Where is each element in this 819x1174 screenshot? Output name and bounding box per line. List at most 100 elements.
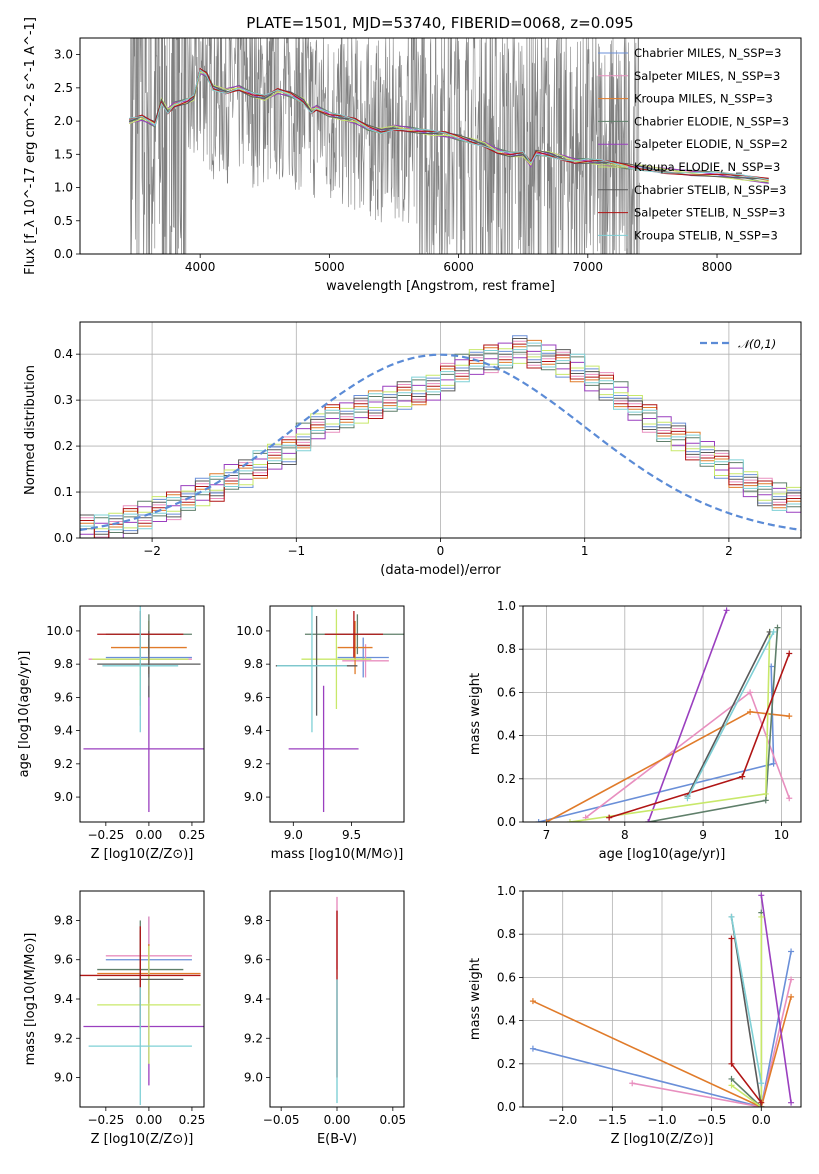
mass-weight-vs-metallicity-panel: −2.0 −1.5 −1.0 −0.5 0.0 0.0 0.2 0.4 0.6 0.8 1.0 Z [… bbox=[468, 884, 802, 1147]
y-tick-label: 9.8 bbox=[244, 657, 263, 671]
y-tick-label: 9.8 bbox=[54, 657, 73, 671]
x-tick-label: −2 bbox=[143, 544, 161, 558]
weight-marker bbox=[786, 795, 793, 802]
weight-marker bbox=[606, 814, 613, 821]
y-axis-label: age [log10(age/yr)] bbox=[17, 651, 32, 778]
y-tick-label: 1.0 bbox=[497, 884, 516, 898]
y-tick-label: 9.0 bbox=[244, 1071, 263, 1085]
y-tick-label: 0.3 bbox=[54, 393, 73, 407]
x-tick-label: 0.00 bbox=[136, 1113, 163, 1127]
y-tick-label: 2.0 bbox=[54, 114, 73, 128]
weight-line bbox=[686, 631, 775, 799]
x-tick-label: 5000 bbox=[314, 260, 345, 274]
weight-marker bbox=[774, 624, 781, 631]
y-tick-label: 1.0 bbox=[497, 599, 516, 613]
figure-title: PLATE=1501, MJD=53740, FIBERID=0068, z=0… bbox=[246, 14, 633, 32]
plot-frame bbox=[269, 890, 405, 1108]
observed-spectrum-line bbox=[130, 38, 640, 254]
y-tick-label: 0.6 bbox=[497, 685, 516, 699]
weight-marker bbox=[723, 607, 730, 614]
y-tick-label: 9.0 bbox=[54, 1071, 73, 1085]
residual-histogram-series bbox=[80, 342, 801, 531]
mass-weight-vs-age-panel: 7 8 9 10 0.0 0.2 0.4 0.6 0.8 1.0 age [log10(age/yr… bbox=[468, 599, 802, 862]
x-tick-label: −0.25 bbox=[87, 828, 124, 842]
y-axis-label: mass weight bbox=[468, 958, 483, 1040]
y-tick-label: 0.0 bbox=[54, 247, 73, 261]
y-tick-label: 9.4 bbox=[244, 992, 263, 1006]
legend-label: Chabrier ELODIE, N_SSP=3 bbox=[634, 114, 789, 128]
y-tick-label: 10.0 bbox=[236, 624, 263, 638]
y-tick-label: 0.2 bbox=[497, 1057, 516, 1071]
x-tick-label: 8 bbox=[621, 828, 629, 842]
x-tick-label: −1.5 bbox=[598, 1113, 627, 1127]
x-tick-label: 9.5 bbox=[342, 828, 361, 842]
plot-frame bbox=[269, 605, 405, 823]
legend-label: Chabrier STELIB, N_SSP=3 bbox=[634, 183, 786, 197]
y-axis-label: mass [log10(M/M⊙)] bbox=[23, 933, 38, 1066]
weight-line bbox=[731, 916, 763, 1107]
x-axis-label: wavelength [Angstrom, rest frame] bbox=[326, 279, 555, 294]
x-tick-label: 7000 bbox=[573, 260, 604, 274]
weight-line bbox=[632, 979, 792, 1107]
x-tick-label: 6000 bbox=[443, 260, 474, 274]
legend-label: Kroupa STELIB, N_SSP=3 bbox=[634, 228, 778, 242]
weight-marker bbox=[786, 713, 793, 720]
y-tick-label: 0.0 bbox=[497, 1100, 516, 1114]
weight-marker bbox=[728, 1075, 735, 1082]
errorbar-plot-area bbox=[275, 606, 404, 813]
histogram-plot-area bbox=[80, 335, 801, 538]
legend-label: Chabrier MILES, N_SSP=3 bbox=[634, 46, 781, 60]
y-axis-label: Flux [f_λ 10^-17 erg cm^-2 s^-1 A^-1] bbox=[23, 17, 38, 275]
y-tick-label: 1.0 bbox=[54, 181, 73, 195]
plot-frame bbox=[522, 605, 802, 823]
x-tick-label: 0.00 bbox=[324, 1113, 351, 1127]
x-axis-label: Z [log10(Z/Z⊙)] bbox=[611, 1132, 714, 1147]
plot-frame bbox=[522, 890, 802, 1108]
mass-vs-metallicity-panel: −0.25 0.00 0.25 9.0 9.2 9.4 9.6 9.8 Z [log10(Z/Z… bbox=[23, 890, 205, 1147]
weight-marker bbox=[788, 948, 795, 955]
x-tick-label: −0.5 bbox=[697, 1113, 726, 1127]
plot-frame bbox=[79, 321, 802, 539]
x-tick-label: 0.00 bbox=[136, 828, 163, 842]
weight-line bbox=[532, 951, 792, 1107]
residual-histogram-panel: −2 −1 0 1 2 0.0 0.1 0.2 0.3 0.4 (data-model)/error… bbox=[23, 321, 802, 578]
x-tick-label: −2.0 bbox=[548, 1113, 577, 1127]
y-tick-label: 9.6 bbox=[54, 953, 73, 967]
weight-marker bbox=[543, 819, 550, 822]
y-tick-label: 9.4 bbox=[244, 724, 263, 738]
weight-marker bbox=[566, 819, 573, 822]
x-tick-label: 10 bbox=[774, 828, 789, 842]
plot-frame bbox=[79, 37, 802, 255]
weight-marker bbox=[788, 976, 795, 983]
x-axis-label: mass [log10(M/M⊙)] bbox=[271, 847, 404, 862]
y-tick-label: 9.6 bbox=[244, 953, 263, 967]
weight-marker bbox=[758, 892, 765, 899]
y-tick-label: 0.4 bbox=[54, 347, 73, 361]
weight-marker bbox=[728, 913, 735, 920]
x-axis-label: Z [log10(Z/Z⊙)] bbox=[91, 847, 194, 862]
weight-line bbox=[686, 631, 771, 797]
weight-line bbox=[730, 916, 763, 1084]
x-axis-label: (data-model)/error bbox=[380, 563, 501, 578]
y-tick-label: 9.2 bbox=[54, 1031, 73, 1045]
y-tick-label: 9.8 bbox=[244, 913, 263, 927]
mass-vs-extinction-panel: −0.05 0.00 0.05 9.0 9.2 9.4 9.6 9.8 E(B-V) bbox=[244, 890, 406, 1147]
y-tick-label: 0.4 bbox=[497, 729, 516, 743]
errorbar-plot-area bbox=[80, 916, 204, 1106]
weight-marker bbox=[786, 650, 793, 657]
weight-line bbox=[760, 895, 792, 1103]
legend-label: Salpeter ELODIE, N_SSP=2 bbox=[634, 137, 788, 151]
y-tick-label: 9.8 bbox=[54, 913, 73, 927]
x-tick-label: 9 bbox=[699, 828, 707, 842]
x-tick-label: 4000 bbox=[185, 260, 216, 274]
y-tick-label: 9.0 bbox=[244, 790, 263, 804]
y-tick-label: 0.0 bbox=[54, 531, 73, 545]
x-tick-label: 0.05 bbox=[379, 1113, 406, 1127]
x-axis-label: age [log10(age/yr)] bbox=[599, 847, 726, 862]
y-tick-label: 9.0 bbox=[54, 790, 73, 804]
y-tick-label: 0.8 bbox=[497, 642, 516, 656]
y-tick-label: 0.0 bbox=[497, 815, 516, 829]
plot-frame bbox=[79, 890, 205, 1108]
age-vs-mass-panel: 9.0 9.5 9.0 9.2 9.4 9.6 9.8 10.0 mass [log10(M/M… bbox=[236, 605, 405, 862]
weight-marker bbox=[758, 1080, 765, 1087]
